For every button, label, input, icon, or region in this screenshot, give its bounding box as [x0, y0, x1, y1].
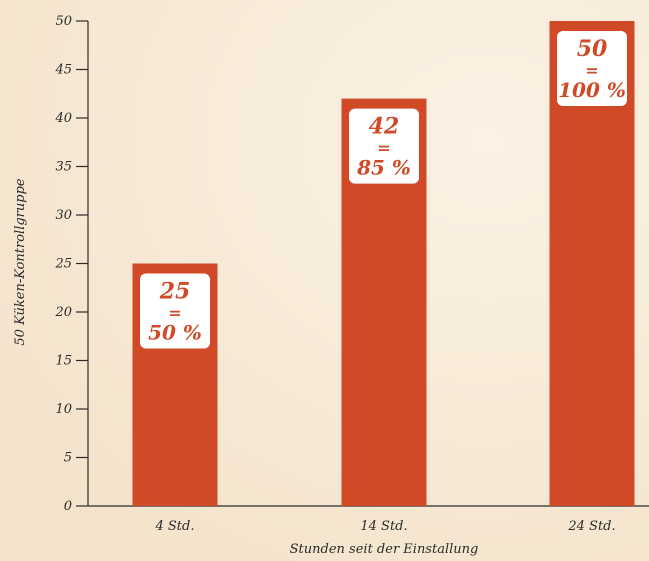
data-label-line: 50 %	[148, 321, 202, 345]
data-label-line: 85 %	[356, 156, 411, 180]
data-label-line: 42	[369, 114, 400, 140]
bar-value-label: 42=85 %	[349, 108, 419, 184]
data-label-line: 50	[577, 36, 608, 62]
label-box	[349, 108, 419, 184]
y-tick-label: 0	[64, 499, 72, 514]
data-label-line: 100 %	[558, 78, 626, 102]
x-tick-label: 14 Std.	[360, 519, 407, 534]
data-labels: 25=50 %42=85 %50=100 %	[140, 31, 627, 349]
y-tick-label: 50	[55, 14, 72, 29]
y-tick-label: 35	[55, 160, 72, 175]
data-label-line: =	[377, 139, 390, 158]
label-box	[140, 273, 210, 349]
y-axis-title: 50 Küken-Kontrollgruppe	[13, 178, 28, 346]
data-label-line: =	[168, 304, 181, 323]
y-tick-label: 20	[54, 305, 72, 320]
y-tick-label: 15	[55, 354, 72, 369]
x-axis-title: Stunden seit der Einstallung	[290, 542, 479, 557]
data-label-line: =	[585, 61, 598, 80]
data-label-line: 25	[159, 279, 191, 305]
bar-value-label: 50=100 %	[557, 31, 627, 106]
y-axis: 0 5 10 15 20 25 30 35 40 45 50	[54, 14, 89, 514]
y-tick-label: 10	[55, 402, 72, 417]
bar-value-label: 25=50 %	[140, 273, 210, 349]
x-tick-label: 24 Std.	[567, 519, 615, 534]
x-tick-label: 4 Std.	[155, 519, 195, 534]
y-tick-label: 40	[54, 111, 72, 126]
y-tick-label: 25	[54, 257, 72, 272]
y-tick-label: 30	[55, 208, 72, 223]
label-box	[557, 31, 627, 106]
y-tick-label: 45	[54, 63, 72, 78]
y-tick-label: 5	[64, 451, 72, 466]
